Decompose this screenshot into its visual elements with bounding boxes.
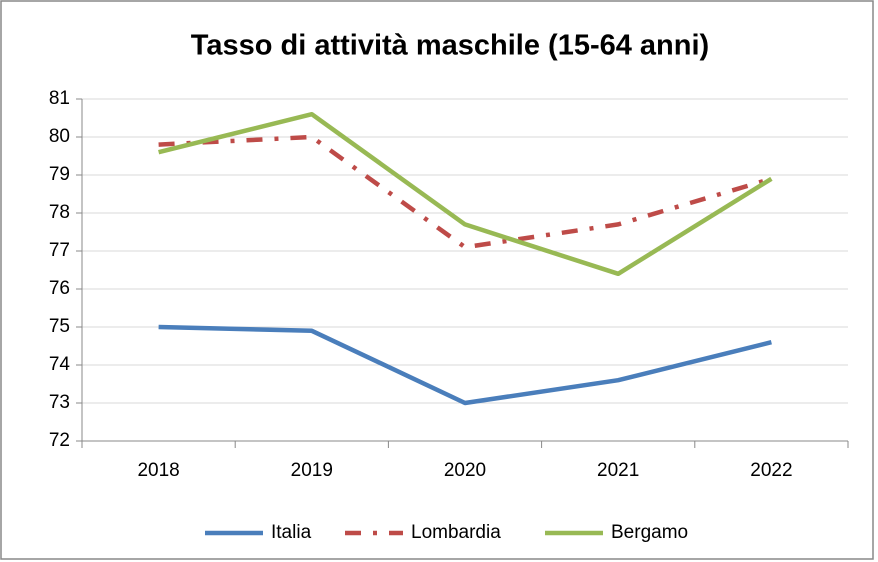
x-tick-label: 2021 [597, 460, 639, 481]
y-tick-label: 75 [49, 316, 70, 337]
chart-title: Tasso di attività maschile (15-64 anni) [191, 30, 709, 62]
line-series [158, 324, 772, 406]
y-tick-label: 77 [49, 240, 70, 261]
y-tick-label: 74 [49, 354, 71, 375]
legend-label: Lombardia [411, 522, 501, 543]
line-series [158, 134, 773, 250]
x-tick-label: 2022 [750, 460, 792, 481]
line-series [158, 111, 773, 277]
x-tick-label: 2020 [444, 460, 486, 481]
x-tick-label: 2018 [137, 460, 179, 481]
y-tick-label: 79 [49, 164, 70, 185]
y-tick-label: 73 [49, 392, 70, 413]
y-tick-label: 72 [49, 430, 70, 451]
y-tick-label: 80 [49, 126, 70, 147]
legend-label: Italia [271, 522, 312, 543]
y-tick-label: 76 [49, 278, 70, 299]
y-tick-label: 81 [49, 88, 70, 109]
y-tick-label: 78 [49, 202, 70, 223]
legend-label: Bergamo [611, 522, 688, 543]
x-tick-label: 2019 [291, 460, 333, 481]
